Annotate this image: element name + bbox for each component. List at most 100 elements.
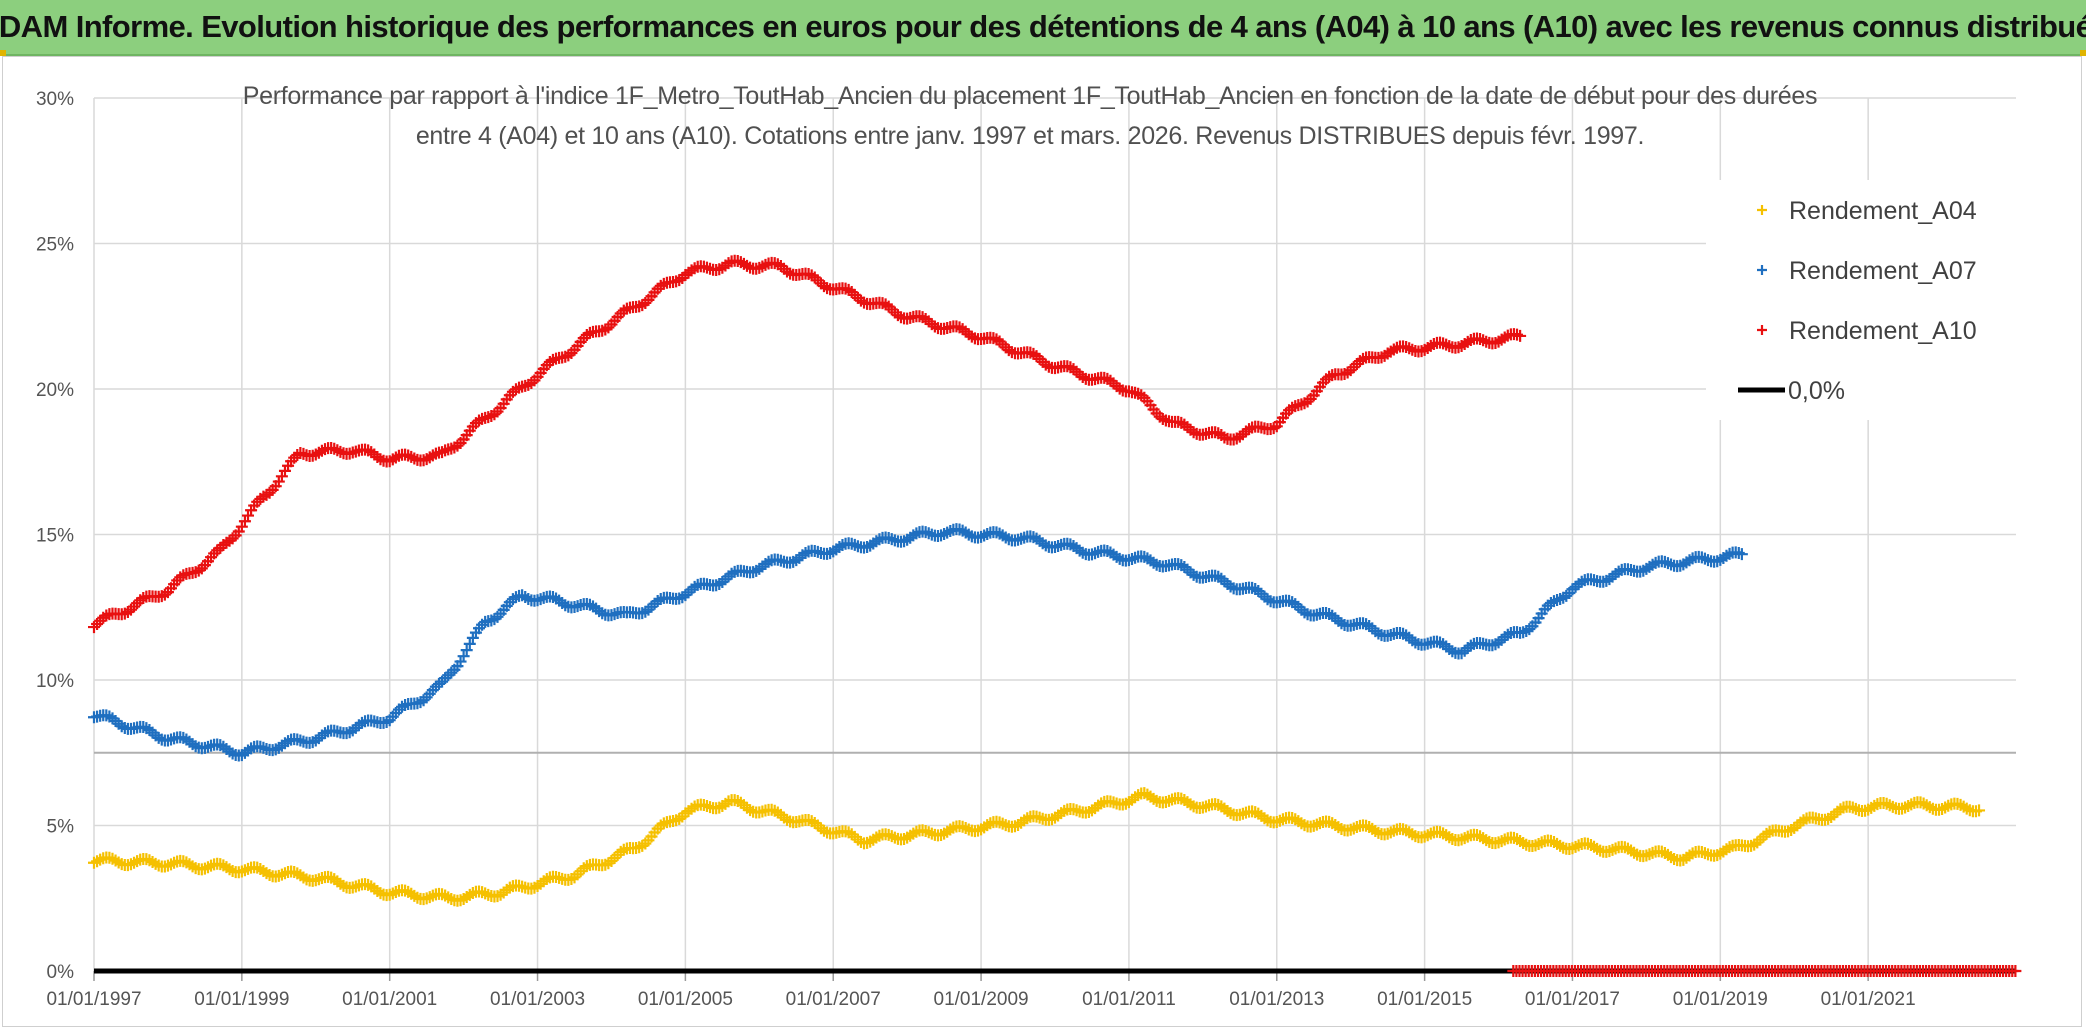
data-point <box>88 621 100 634</box>
data-point <box>1033 811 1046 824</box>
data-point <box>445 666 458 679</box>
legend-label: Rendement_A07 <box>1789 257 1977 285</box>
legend-label: Rendement_A04 <box>1789 197 1977 225</box>
data-point <box>1162 794 1175 807</box>
data-point <box>1267 422 1280 435</box>
data-point <box>343 447 356 460</box>
data-point <box>1261 593 1274 606</box>
data-point <box>158 588 171 601</box>
data-point <box>688 580 701 593</box>
data-point <box>463 637 476 650</box>
data-point <box>636 839 649 852</box>
data-point <box>1341 366 1354 379</box>
data-series <box>88 254 2022 977</box>
chart-legend: Rendement_A04 Rendement_A07 Rendement_A10 0… <box>1706 180 2016 420</box>
x-tick-label: 01/01/2001 <box>342 989 437 1010</box>
a10-zero-markers <box>1507 965 2022 977</box>
data-point <box>238 864 251 877</box>
chart-title-line-1: Performance par rapport à l'indice 1F_Me… <box>242 82 1818 110</box>
x-tick-label: 01/01/2009 <box>934 989 1029 1010</box>
y-tick-label: 30% <box>36 89 74 110</box>
chart-frame <box>2 56 2082 1027</box>
data-point <box>460 644 473 657</box>
data-point <box>568 871 581 884</box>
data-point <box>1156 413 1169 426</box>
data-point <box>1643 848 1656 861</box>
data-point <box>1849 802 1862 815</box>
x-tick-label: 01/01/2017 <box>1525 989 1620 1010</box>
corner-mark-left <box>0 50 6 56</box>
data-point <box>922 527 935 540</box>
data-point <box>725 567 738 580</box>
data-point <box>1514 329 1527 342</box>
data-point <box>1511 328 1524 341</box>
data-point <box>1440 338 1453 351</box>
data-point <box>192 564 205 577</box>
data-point <box>700 261 713 274</box>
data-point <box>1698 552 1711 565</box>
data-point <box>848 538 861 551</box>
x-axis-ticks: 01/01/1997 01/01/1999 01/01/2001 01/01/2003… <box>46 971 1916 1010</box>
y-tick-label: 10% <box>36 671 74 692</box>
series-rendement-a10 <box>88 254 1527 634</box>
legend-label: Rendement_A10 <box>1789 317 1977 345</box>
data-point <box>1089 547 1102 560</box>
y-axis-ticks: 0% 5% 10% 15% 20% 25% 30% <box>36 89 74 983</box>
data-point <box>457 650 470 663</box>
corner-mark-right <box>2080 50 2086 56</box>
data-point <box>238 515 251 528</box>
data-point <box>211 544 224 557</box>
data-point <box>1735 548 1748 561</box>
data-point <box>396 700 409 713</box>
series-rendement-a04 <box>88 787 1986 907</box>
y-tick-label: 5% <box>47 817 75 838</box>
x-tick-label: 01/01/2021 <box>1821 989 1916 1010</box>
legend-label: 0,0% <box>1788 377 1845 405</box>
x-tick-label: 01/01/2005 <box>638 989 733 1010</box>
legend-swatch <box>1757 205 1767 215</box>
grid-lines <box>93 97 2016 972</box>
data-point <box>201 740 214 753</box>
x-tick-label: 01/01/2007 <box>786 989 881 1010</box>
series-rendement-a07 <box>88 523 1748 762</box>
data-point <box>242 509 255 522</box>
data-point <box>1052 540 1065 553</box>
legend-swatch <box>1757 265 1767 275</box>
data-point <box>959 822 972 835</box>
data-point <box>1323 370 1336 383</box>
data-point <box>673 812 686 825</box>
data-point <box>275 868 288 881</box>
data-point <box>571 600 584 613</box>
data-point <box>165 733 178 746</box>
data-point <box>488 613 501 626</box>
data-point <box>1698 847 1711 860</box>
report-title: ADAM Informe. Evolution historique des p… <box>0 9 2086 44</box>
data-point <box>349 880 362 893</box>
data-point <box>1298 606 1311 619</box>
legend-box <box>1706 180 2016 420</box>
x-tick-label: 01/01/1999 <box>194 989 289 1010</box>
data-point <box>1661 557 1674 570</box>
data-point <box>294 734 307 747</box>
y-tick-label: 0% <box>47 962 75 983</box>
y-tick-label: 25% <box>36 235 74 256</box>
data-point <box>1199 800 1212 813</box>
x-tick-label: 01/01/2011 <box>1082 989 1176 1010</box>
data-point <box>700 799 713 812</box>
data-point <box>380 716 393 729</box>
data-point <box>1606 843 1619 856</box>
data-point <box>1973 804 1986 817</box>
data-point <box>562 349 575 362</box>
data-point <box>1732 546 1745 559</box>
data-point <box>121 606 134 619</box>
data-point <box>602 857 615 870</box>
data-point <box>1126 553 1138 566</box>
x-tick-label: 01/01/2003 <box>490 989 585 1010</box>
data-point <box>312 873 325 886</box>
data-point <box>768 257 781 270</box>
a10-zero-point <box>2009 965 2022 977</box>
data-point <box>1477 334 1490 347</box>
data-point <box>608 608 621 621</box>
x-tick-label: 01/01/2013 <box>1229 989 1324 1010</box>
